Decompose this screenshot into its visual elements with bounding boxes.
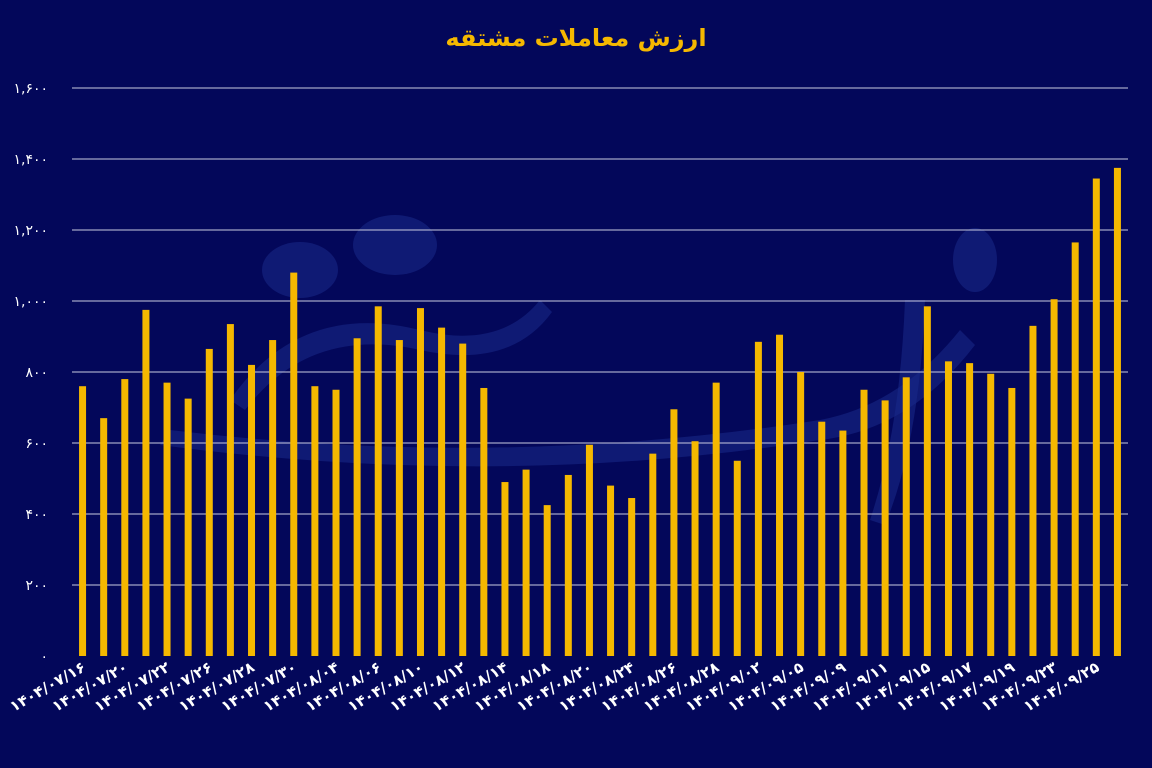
bar [459, 343, 467, 656]
bar [944, 361, 952, 656]
y-tick-label: ۱,۶۰۰ [13, 81, 48, 97]
bar [142, 309, 150, 656]
bar [585, 444, 593, 656]
y-tick-label: ۸۰۰ [25, 365, 48, 381]
bar [966, 363, 974, 656]
bar [1050, 299, 1058, 656]
y-tick-label: ۱,۲۰۰ [13, 223, 48, 239]
y-tick-label: ۰ [40, 649, 48, 665]
chart-title: ارزش معاملات مشتقه [445, 24, 706, 52]
bar [543, 505, 551, 656]
grid-lines [72, 87, 1128, 586]
bar [480, 387, 488, 656]
bar [923, 306, 931, 656]
bar [226, 324, 234, 656]
bar [416, 308, 424, 656]
y-axis-ticks: ۰ ۲۰۰ ۴۰۰ ۶۰۰ ۸۰۰ ۱,۰۰۰ ۱,۲۰۰ ۱,۴۰۰ ۱,۶۰۰ [13, 81, 48, 665]
bar [712, 382, 720, 656]
bar [1092, 178, 1100, 656]
bar [881, 400, 889, 656]
bar [797, 372, 805, 656]
bar [353, 338, 361, 656]
bar [163, 382, 171, 656]
bar [269, 340, 277, 656]
y-tick-label: ۱,۴۰۰ [13, 152, 48, 168]
bar [839, 430, 847, 656]
bar [205, 348, 213, 656]
bar [1113, 167, 1121, 656]
bar [902, 377, 910, 656]
bar [776, 334, 784, 656]
x-axis-ticks: ۱۴۰۴/۰۷/۱۶۱۴۰۴/۰۷/۲۰۱۴۰۴/۰۷/۲۲۱۴۰۴/۰۷/۲۶… [7, 658, 1103, 716]
y-tick-label: ۱,۰۰۰ [13, 294, 48, 310]
y-tick-label: ۲۰۰ [25, 578, 48, 594]
y-tick-label: ۶۰۰ [25, 436, 48, 452]
bar [438, 327, 446, 656]
bar [374, 306, 382, 656]
bar [649, 453, 657, 656]
bar [100, 418, 108, 656]
y-tick-label: ۴۰۰ [25, 507, 48, 523]
bar [1071, 242, 1079, 657]
bar [79, 386, 87, 656]
bar [332, 389, 340, 656]
bar [691, 441, 699, 656]
bar [987, 373, 995, 656]
bar [733, 460, 741, 656]
bar [184, 398, 192, 656]
bar [670, 409, 678, 656]
bar [522, 469, 530, 656]
bar [121, 379, 129, 656]
bar [501, 482, 509, 656]
bar [628, 498, 636, 656]
bar [311, 386, 319, 656]
bar [818, 421, 826, 656]
watermark-logo [160, 215, 997, 525]
bars [79, 167, 1121, 657]
bar [248, 364, 256, 656]
bar [564, 474, 572, 656]
bar [607, 485, 615, 656]
bar [290, 272, 298, 656]
bar [860, 389, 868, 656]
bar [395, 340, 403, 656]
bar [1008, 387, 1016, 656]
bar [1029, 325, 1037, 656]
bar [754, 341, 762, 656]
